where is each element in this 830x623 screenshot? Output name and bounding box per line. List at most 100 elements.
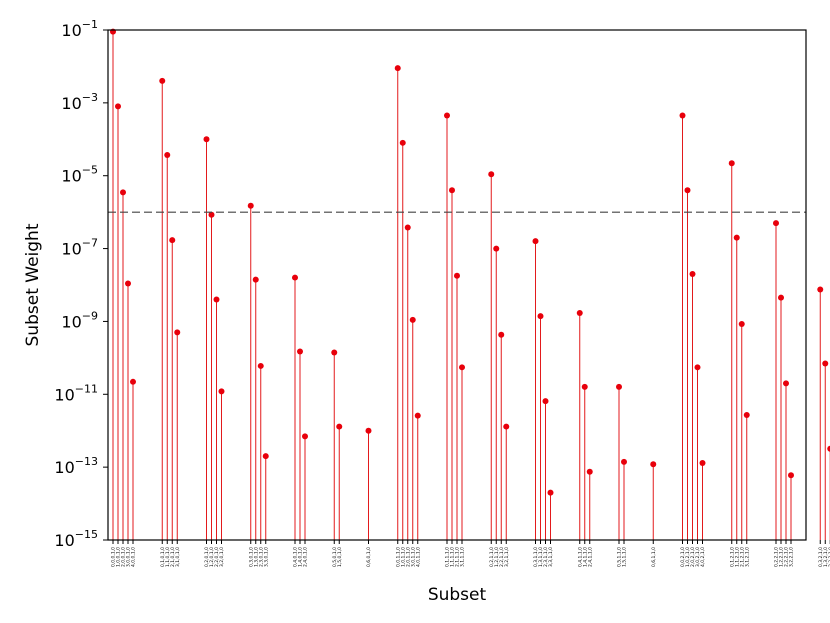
x-tick-label: 2,2,1,1,0	[499, 547, 505, 567]
stem-marker	[621, 458, 627, 465]
y-tick-label: 10−5	[61, 164, 98, 186]
stem-marker	[788, 472, 794, 479]
stem-marker	[679, 112, 686, 119]
stem-marker	[208, 211, 215, 218]
x-tick-label: 1,1,2,1,0	[734, 547, 740, 567]
stem-marker	[498, 331, 505, 338]
stem-marker	[689, 271, 696, 278]
stem-marker	[159, 77, 166, 84]
x-tick-label: 1,0,1,1,0	[400, 547, 406, 567]
y-tick-label: 10−9	[61, 309, 98, 331]
x-tick-label: 0,0,1,1,0	[395, 547, 401, 567]
x-tick-label: 3,2,2,1,0	[789, 547, 795, 567]
x-tick-label: 1,3,1,1,0	[538, 547, 544, 567]
stem-marker	[684, 187, 691, 194]
stem-marker	[743, 412, 750, 419]
stem-marker	[817, 286, 824, 293]
x-tick-label: 0,5,0,1,0	[332, 547, 338, 567]
stem-marker	[302, 433, 308, 440]
stem-marker	[783, 380, 789, 387]
stem-marker	[365, 427, 372, 434]
stem-marker	[547, 489, 554, 496]
x-tick-label: 2,3,1,1,0	[543, 547, 549, 567]
x-tick-label: 0,2,1,1,0	[489, 547, 495, 567]
x-tick-label: 2,3,0,1,0	[258, 547, 264, 567]
stem-marker	[394, 65, 401, 72]
x-tick-label: 0,1,0,1,0	[160, 547, 166, 567]
x-tick-label: 2,0,0,1,0	[121, 547, 127, 567]
stem-marker	[292, 274, 298, 281]
stem-marker	[576, 310, 583, 317]
stem-marker	[164, 152, 171, 159]
stem-marker	[488, 171, 495, 178]
x-tick-label: 0,4,0,1,0	[293, 547, 299, 567]
x-tick-label: 4,0,2,1,0	[700, 547, 706, 567]
x-tick-label: 2,0,1,1,0	[405, 547, 411, 567]
x-tick-label: 0,6,1,1,0	[651, 547, 657, 567]
stem-marker	[130, 378, 136, 385]
stem-marker	[174, 329, 181, 336]
stem-marker	[336, 423, 343, 430]
stem-marker	[733, 234, 740, 241]
stem-marker	[449, 187, 455, 194]
x-tick-label: 3,3,0,1,0	[263, 547, 269, 567]
x-tick-label: 1,2,1,1,0	[494, 547, 500, 567]
x-tick-label: 3,1,1,1,0	[460, 547, 466, 567]
x-tick-label: 0,3,1,1,0	[533, 547, 539, 567]
y-tick-label: 10−11	[54, 382, 98, 404]
stem-marker	[297, 348, 303, 355]
x-tick-label: 1,2,0,1,0	[209, 547, 215, 567]
stem-marker	[699, 459, 706, 466]
x-tick-labels: 0,0,0,1,0 1,0,0,1,0 2,0,0,1,0 3,0,0,1,0 4,0,…	[111, 540, 830, 567]
stem-marker	[409, 316, 416, 323]
stem-marker	[257, 362, 264, 369]
x-tick-label: 1,4,1,1,0	[582, 547, 588, 567]
stem-marker	[503, 423, 510, 430]
x-tick-label: 1,0,2,1,0	[685, 547, 691, 567]
stem-marker	[454, 272, 460, 279]
x-tick-label: 2,2,0,1,0	[214, 547, 220, 567]
x-tick-label: 1,2,2,1,0	[779, 547, 785, 567]
stem-marker	[694, 364, 701, 371]
stem-marker	[827, 445, 830, 452]
y-tick-label: 10−1	[61, 18, 98, 40]
stem-marker	[493, 245, 500, 252]
x-tick-label: 1,5,1,1,0	[622, 547, 628, 567]
stem-marker	[616, 383, 622, 390]
x-tick-label: 0,6,0,1,0	[366, 547, 372, 567]
stem-marker	[459, 364, 465, 371]
stem-marker	[262, 453, 269, 460]
x-tick-label: 3,0,0,1,0	[126, 547, 132, 567]
x-tick-label: 0,1,2,1,0	[729, 547, 735, 567]
x-axis-label: Subset	[428, 585, 487, 605]
x-tick-label: 2,0,2,1,0	[690, 547, 696, 567]
x-tick-label: 3,3,1,1,0	[548, 547, 554, 567]
stem-marker	[778, 294, 784, 301]
x-tick-label: 0,3,0,1,0	[248, 547, 254, 567]
stem-marker	[444, 112, 450, 119]
stem-marker	[414, 412, 421, 419]
stem-marker	[213, 296, 220, 303]
stem-marker	[728, 160, 735, 167]
y-axis-label: Subset Weight	[23, 223, 43, 346]
stem-marker	[247, 202, 254, 209]
x-tick-label: 0,4,1,1,0	[577, 547, 583, 567]
x-tick-label: 2,2,2,1,0	[784, 547, 790, 567]
y-tick-label: 10−13	[54, 455, 98, 477]
x-tick-label: 1,0,0,1,0	[116, 547, 122, 567]
y-ticks: 10−1 10−3 10−5 10−7 10−9 10−11 10−13 10−15	[54, 18, 108, 550]
x-tick-label: 2,4,0,1,0	[303, 547, 309, 567]
stem-marker	[125, 280, 131, 287]
plot-frame	[107, 29, 807, 541]
x-tick-label: 3,2,0,1,0	[219, 547, 225, 567]
stem-marker	[586, 468, 593, 475]
stem-marker	[822, 360, 829, 367]
x-tick-label: 0,3,2,1,0	[818, 547, 824, 567]
stem-marker	[542, 398, 549, 405]
x-tick-label: 2,4,1,1,0	[587, 547, 593, 567]
x-tick-label: 1,5,0,1,0	[337, 547, 343, 567]
x-tick-label: 4,0,0,1,0	[131, 547, 137, 567]
stem-marker	[650, 461, 657, 468]
x-tick-label: 3,1,0,1,0	[175, 547, 181, 567]
